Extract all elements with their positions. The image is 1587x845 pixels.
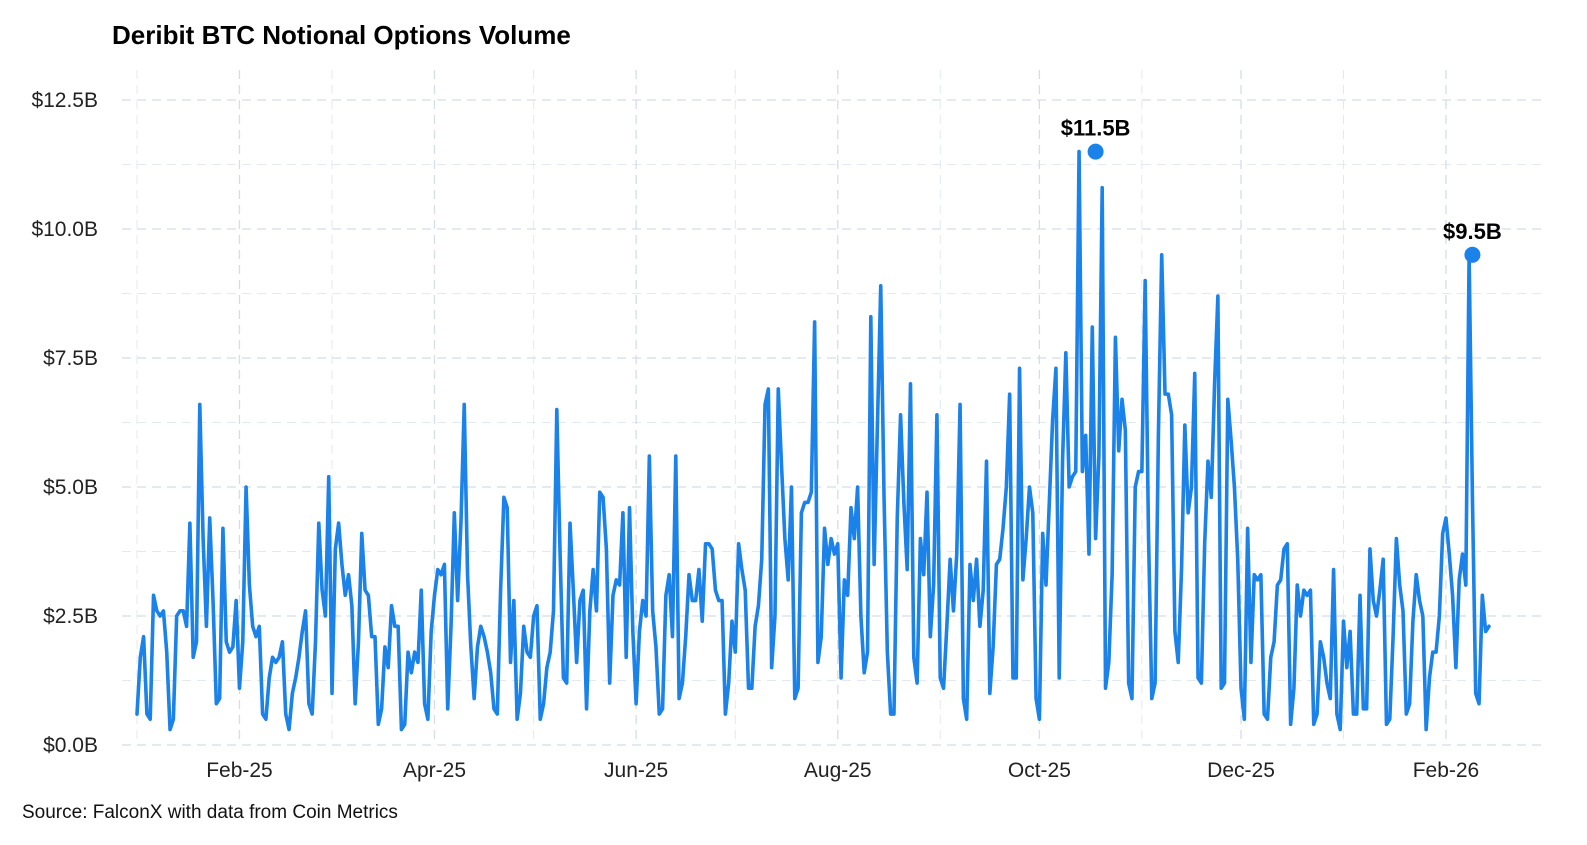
source-note: Source: FalconX with data from Coin Metr… [22,802,398,823]
gridlines [122,70,1545,746]
x-tick-label: Aug-25 [804,759,872,782]
x-tick-label: Apr-25 [403,759,466,782]
y-axis-ticks: $0.0B $2.5B $5.0B $7.5B $10.0B $12.5B [31,89,98,757]
y-tick-label: $2.5B [43,605,98,628]
x-tick-label: Jun-25 [604,759,668,782]
peak-label: $11.5B [1061,116,1131,141]
y-tick-label: $12.5B [31,89,98,112]
x-tick-label: Feb-26 [1413,759,1480,782]
y-tick-label: $10.0B [31,218,98,241]
chart-title: Deribit BTC Notional Options Volume [112,20,571,50]
annotations: $11.5B $9.5B [1061,116,1502,263]
y-tick-label: $5.0B [43,476,98,499]
peak-marker [1464,246,1481,263]
peak-marker [1087,143,1104,160]
x-tick-label: Oct-25 [1008,759,1071,782]
x-tick-label: Feb-25 [206,759,273,782]
y-tick-label: $7.5B [43,347,98,370]
peak-label: $9.5B [1443,219,1502,244]
x-tick-label: Dec-25 [1207,759,1275,782]
x-axis-ticks: Feb-25 Apr-25 Jun-25 Aug-25 Oct-25 Dec-25 Feb-… [206,759,1479,782]
y-tick-label: $0.0B [43,734,98,757]
series-line [135,149,1491,732]
